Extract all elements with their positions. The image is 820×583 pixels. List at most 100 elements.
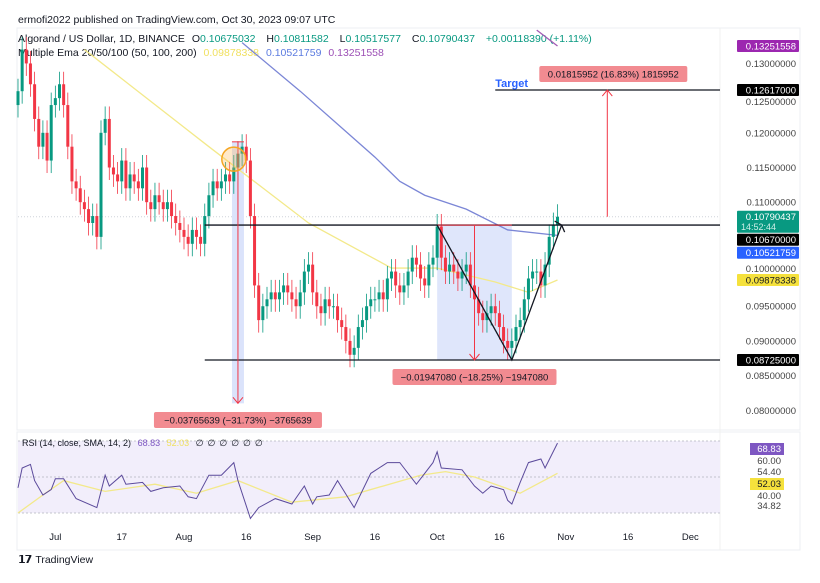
rsi-axis-label: 60.00 bbox=[757, 456, 781, 467]
price-badge bbox=[737, 246, 799, 259]
candle-body bbox=[87, 209, 91, 223]
time-tick-label: Aug bbox=[176, 532, 193, 543]
price-tick-label: 0.12500000 bbox=[746, 97, 796, 108]
candle-body bbox=[493, 306, 497, 314]
time-tick-label: Nov bbox=[557, 532, 574, 543]
price-tick-label: 0.09000000 bbox=[746, 336, 796, 347]
candle-body bbox=[348, 340, 352, 355]
countdown-timer: 14:52:44 bbox=[741, 222, 776, 232]
rsi-sma-line bbox=[17, 470, 558, 514]
candle-body bbox=[174, 216, 178, 223]
candle-body bbox=[219, 181, 223, 189]
price-badge bbox=[737, 233, 799, 246]
time-tick-label: 17 bbox=[116, 532, 127, 543]
rsi-axis-label: 40.00 bbox=[757, 491, 781, 502]
candle-body bbox=[365, 306, 369, 321]
na-marker: ∅ bbox=[231, 438, 240, 448]
candle-body bbox=[381, 292, 385, 300]
candle-body bbox=[551, 225, 555, 237]
rsi-badge bbox=[750, 478, 784, 490]
candle-body bbox=[419, 264, 423, 279]
candle-body bbox=[120, 160, 124, 182]
candle-body bbox=[215, 181, 219, 189]
candle-body bbox=[336, 306, 340, 321]
candle-body bbox=[448, 264, 452, 272]
rsi-sma-value: 52.03 bbox=[166, 438, 190, 448]
rsi-axis-label: 52.03 bbox=[757, 479, 781, 490]
candle-body bbox=[327, 299, 331, 307]
na-marker: ∅ bbox=[254, 438, 263, 448]
time-tick-label: 16 bbox=[494, 532, 505, 543]
l-label: L bbox=[339, 33, 346, 45]
candle-body bbox=[531, 271, 535, 279]
time-tick-label: 16 bbox=[241, 532, 252, 543]
measure-label: −0.01947080 (−18.25%) −1947080 bbox=[401, 373, 549, 384]
candle-body bbox=[244, 146, 248, 161]
candle-body bbox=[340, 320, 344, 328]
price-badge-value: 0.10521759 bbox=[746, 248, 796, 259]
candle-body bbox=[506, 340, 510, 348]
candle-body bbox=[24, 49, 28, 64]
measure-label-box bbox=[392, 369, 557, 385]
close-label: C0.10790437 bbox=[412, 33, 479, 45]
price-badge bbox=[737, 273, 799, 286]
ema-name[interactable]: Multiple Ema 20/50/100 (50, 100, 200) bbox=[18, 47, 197, 59]
candle-body bbox=[62, 84, 66, 106]
tradingview-brand[interactable]: 𝟭𝟳 TradingView bbox=[18, 553, 93, 567]
candle-body bbox=[178, 222, 182, 230]
measure-label-box bbox=[153, 412, 322, 428]
candle-body bbox=[510, 340, 514, 348]
price-badge-value: 0.13251558 bbox=[746, 42, 796, 53]
ema200-value: 0.13251558 bbox=[328, 47, 384, 59]
ema100-value: 0.10521759 bbox=[265, 47, 322, 59]
ema-line-1 bbox=[84, 49, 558, 294]
price-tick-label: 0.08500000 bbox=[746, 371, 796, 382]
candle-body bbox=[74, 181, 78, 189]
measure-label-box bbox=[539, 66, 688, 82]
open-label: O0.10675032 bbox=[192, 33, 260, 45]
candle-body bbox=[302, 271, 306, 293]
price-tick-label: 0.11000000 bbox=[747, 198, 797, 209]
candle-body bbox=[547, 236, 551, 265]
candle-body bbox=[390, 271, 393, 279]
candle-body bbox=[53, 98, 57, 106]
measure-arrow-head bbox=[232, 397, 244, 405]
candle-body bbox=[45, 132, 49, 161]
candle-body bbox=[477, 299, 481, 314]
time-tick-label: Dec bbox=[682, 532, 699, 543]
price-tick-label: 0.08000000 bbox=[746, 406, 796, 417]
candle-body bbox=[344, 327, 348, 341]
candle-body bbox=[518, 320, 522, 328]
measure-label: −0.03765639 (−31.73%) −3765639 bbox=[164, 416, 312, 427]
candle-body bbox=[352, 347, 356, 355]
candle-body bbox=[186, 236, 190, 244]
candle-body bbox=[257, 285, 261, 321]
candle-body bbox=[78, 188, 82, 203]
time-tick-label: Jul bbox=[49, 532, 61, 543]
v-pattern-arrowhead bbox=[554, 220, 566, 233]
candle-body bbox=[331, 306, 335, 308]
rsi-title[interactable]: RSI (14, close, SMA, 14, 2) bbox=[22, 438, 132, 448]
candle-body bbox=[402, 285, 406, 293]
candle-body bbox=[95, 216, 99, 237]
candle-body bbox=[481, 313, 485, 321]
candle-body bbox=[248, 160, 252, 217]
candle-body bbox=[398, 285, 402, 293]
symbol-name[interactable]: Algorand / US Dollar, 1D, BINANCE bbox=[18, 33, 185, 45]
candle-body bbox=[182, 229, 186, 237]
candle-body bbox=[514, 327, 518, 341]
candle-body bbox=[464, 264, 468, 272]
candle-body bbox=[58, 84, 61, 99]
candle-body bbox=[103, 118, 107, 133]
price-tick-label: 0.10000000 bbox=[746, 264, 796, 275]
candle-body bbox=[116, 174, 120, 182]
candle-body bbox=[211, 181, 215, 196]
price-tick-label: 0.13000000 bbox=[746, 59, 796, 70]
time-tick-label: Oct bbox=[430, 532, 445, 543]
time-tick-label: Sep bbox=[304, 532, 321, 543]
candle-body bbox=[207, 195, 211, 217]
main-pane-frame bbox=[16, 27, 801, 431]
candle-body bbox=[170, 202, 174, 217]
h-label: H bbox=[266, 33, 274, 45]
